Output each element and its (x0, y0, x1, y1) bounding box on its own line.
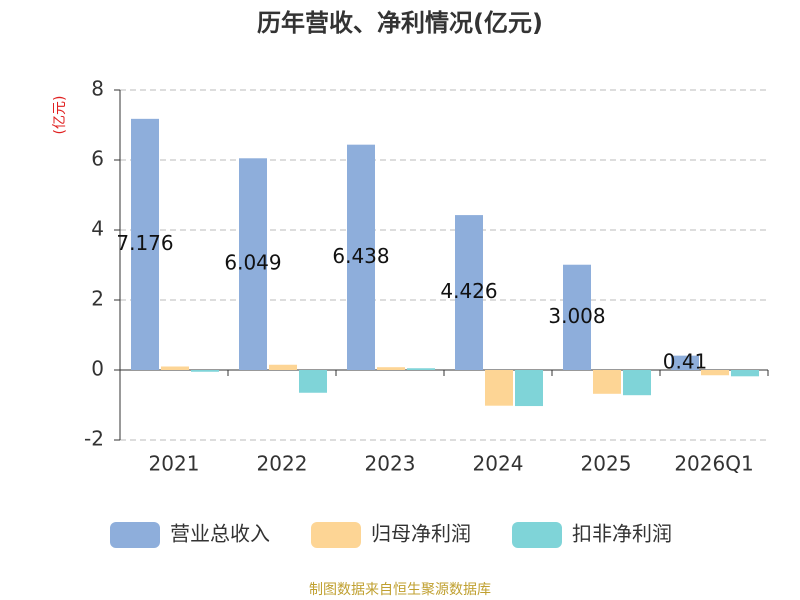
bar (239, 158, 267, 370)
legend-swatch (110, 522, 160, 548)
bar (299, 370, 327, 393)
y-tick-label: 2 (91, 287, 104, 311)
y-tick-label: 8 (91, 77, 104, 101)
x-tick-label: 2025 (581, 452, 632, 476)
x-tick-label: 2026Q1 (674, 452, 753, 476)
data-label: 4.426 (440, 279, 497, 303)
bar (671, 355, 699, 370)
bar (623, 370, 651, 396)
bar (131, 118, 159, 370)
data-label: 3.008 (548, 304, 605, 328)
legend-label: 归母净利润 (371, 522, 471, 546)
data-label: 0.41 (663, 349, 708, 373)
y-axis-label: (亿元) (52, 96, 68, 135)
bar (455, 215, 483, 370)
data-label: 7.176 (116, 231, 173, 255)
bar (191, 370, 219, 372)
bar (593, 370, 621, 394)
bar (563, 264, 591, 370)
y-tick-label: 4 (91, 217, 104, 241)
legend-swatch (311, 522, 361, 548)
bar (377, 367, 405, 370)
x-tick-label: 2022 (257, 452, 308, 476)
legend-swatch (512, 522, 562, 548)
bar (731, 370, 759, 377)
legend-label: 扣非净利润 (572, 522, 672, 546)
x-tick-label: 2023 (365, 452, 416, 476)
data-label: 6.049 (224, 251, 281, 275)
x-tick-label: 2024 (473, 452, 524, 476)
bar (485, 370, 513, 406)
chart-title: 历年营收、净利情况(亿元) (257, 9, 543, 37)
data-label: 6.438 (332, 244, 389, 268)
legend-label: 营业总收入 (170, 522, 270, 546)
y-tick-label: 6 (91, 147, 104, 171)
y-tick-label: 0 (91, 357, 104, 381)
bar (269, 364, 297, 370)
bar (161, 366, 189, 370)
x-tick-label: 2021 (149, 452, 200, 476)
source-note: 制图数据来自恒生聚源数据库 (309, 582, 491, 598)
bar (515, 370, 543, 407)
bar (701, 370, 729, 376)
y-tick-label: -2 (84, 427, 104, 451)
bar (347, 144, 375, 370)
bar (407, 368, 435, 370)
